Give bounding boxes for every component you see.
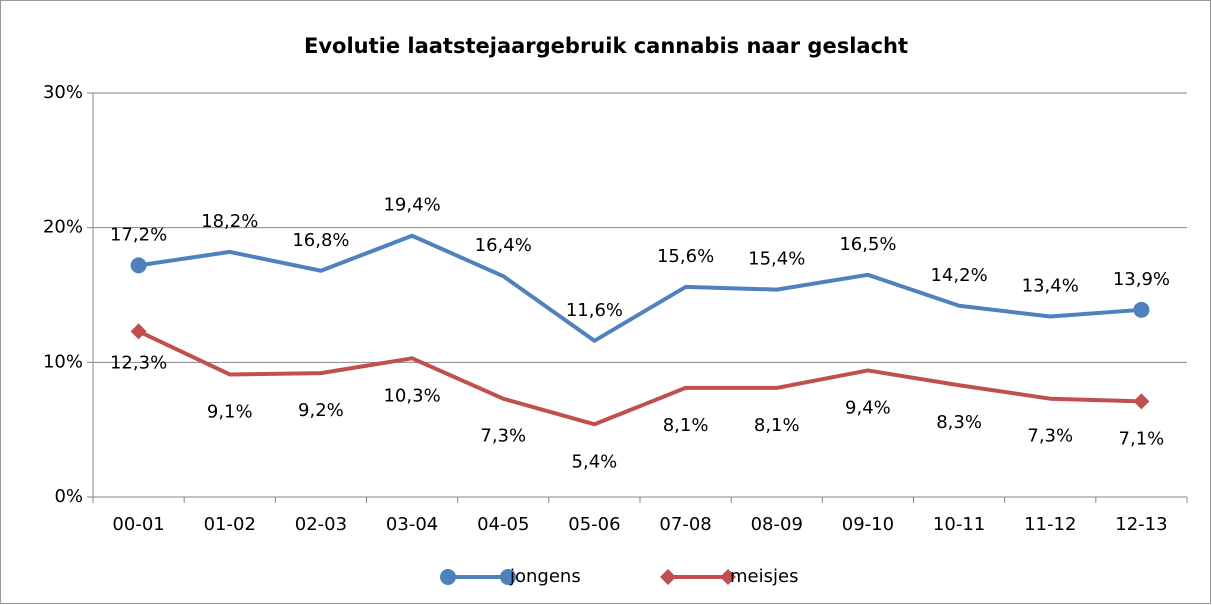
marker (500, 569, 516, 585)
data-label: 18,2% (201, 211, 258, 232)
y-tick-label: 0% (54, 486, 83, 507)
x-tick-label: 08-09 (751, 514, 803, 535)
data-label: 7,3% (480, 426, 526, 447)
data-label: 7,1% (1119, 428, 1165, 449)
data-label: 16,8% (292, 230, 349, 251)
marker (720, 569, 736, 585)
data-label: 17,2% (110, 224, 167, 245)
data-label: 15,6% (657, 246, 714, 267)
data-label: 8,3% (936, 412, 982, 433)
marker (130, 323, 147, 340)
data-label: 9,1% (207, 401, 253, 422)
x-tick-label: 05-06 (568, 514, 620, 535)
x-tick-label: 12-13 (1115, 514, 1167, 535)
x-tick-label: 07-08 (659, 514, 711, 535)
data-label: 9,2% (298, 400, 344, 421)
x-tick-label: 10-11 (933, 514, 985, 535)
data-label: 7,3% (1027, 426, 1073, 447)
data-label: 10,3% (383, 385, 440, 406)
data-label: 15,4% (748, 249, 805, 270)
data-label: 16,5% (839, 234, 896, 255)
data-label: 8,1% (754, 415, 800, 436)
data-label: 14,2% (930, 265, 987, 286)
marker (130, 257, 147, 274)
x-tick-label: 11-12 (1024, 514, 1076, 535)
data-label: 13,9% (1113, 269, 1170, 290)
x-tick-label: 09-10 (842, 514, 894, 535)
marker (1133, 301, 1150, 318)
chart-title: Evolutie laatstejaargebruik cannabis naa… (304, 34, 908, 58)
data-label: 11,6% (566, 300, 623, 321)
marker (660, 569, 676, 585)
y-tick-label: 30% (43, 82, 83, 103)
data-label: 13,4% (1022, 276, 1079, 297)
data-label: 16,4% (475, 235, 532, 256)
legend-label: jongens (509, 566, 581, 587)
y-tick-label: 20% (43, 217, 83, 238)
data-label: 5,4% (572, 451, 618, 472)
marker (440, 569, 456, 585)
x-tick-label: 01-02 (204, 514, 256, 535)
data-label: 8,1% (663, 415, 709, 436)
line (137, 329, 1142, 427)
data-label: 9,4% (845, 397, 891, 418)
x-tick-label: 02-03 (295, 514, 347, 535)
marker (1133, 393, 1150, 410)
legend-label: meisjes (730, 566, 798, 587)
x-tick-label: 03-04 (386, 514, 438, 535)
line (138, 233, 1142, 343)
y-tick-label: 10% (43, 351, 83, 372)
x-tick-label: 00-01 (112, 514, 164, 535)
x-tick-label: 04-05 (477, 514, 529, 535)
data-label: 12,3% (110, 352, 167, 373)
data-label: 19,4% (383, 195, 440, 216)
